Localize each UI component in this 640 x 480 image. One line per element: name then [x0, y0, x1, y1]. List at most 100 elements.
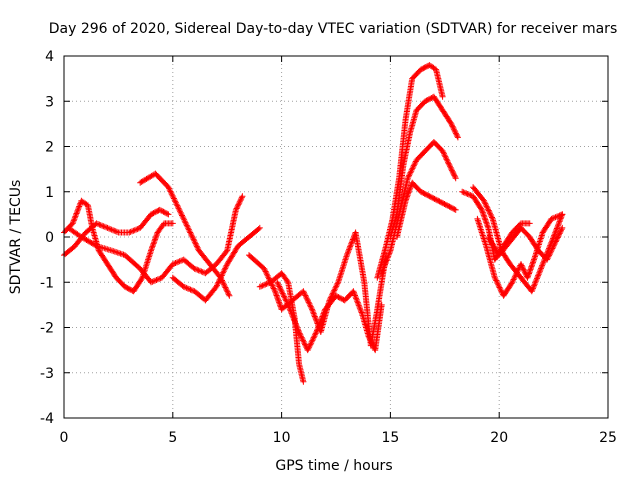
data-point	[408, 168, 415, 175]
data-point	[237, 197, 244, 204]
data-point	[439, 93, 446, 100]
data-point	[221, 281, 227, 288]
data-point	[184, 223, 191, 230]
data-point	[181, 218, 188, 225]
data-point	[448, 166, 455, 173]
data-point	[495, 283, 502, 290]
data-point	[550, 244, 557, 251]
series-track-12	[393, 179, 459, 240]
data-point	[307, 302, 314, 309]
data-point	[276, 283, 283, 290]
chart-title: Day 296 of 2020, Sidereal Day-to-day VTE…	[49, 21, 617, 37]
data-point	[262, 281, 269, 288]
data-point	[186, 228, 193, 235]
data-points	[61, 62, 566, 385]
data-point	[518, 261, 524, 268]
data-point	[193, 243, 200, 250]
data-point	[306, 344, 313, 351]
data-point	[353, 295, 360, 302]
data-point	[487, 211, 494, 218]
data-point	[302, 292, 309, 299]
data-point	[189, 233, 196, 240]
data-point	[298, 334, 305, 341]
data-point	[189, 235, 196, 241]
data-point	[412, 159, 419, 166]
data-point	[268, 281, 275, 288]
data-point	[301, 289, 307, 296]
data-point	[406, 172, 413, 179]
data-point	[175, 204, 181, 210]
data-point	[149, 278, 156, 285]
data-point	[277, 286, 284, 293]
data-point	[172, 199, 179, 206]
data-point	[451, 127, 458, 134]
data-point	[548, 248, 555, 255]
data-point	[260, 282, 267, 289]
data-point	[275, 282, 282, 289]
data-point	[179, 212, 185, 219]
data-point	[281, 294, 288, 301]
data-point	[330, 289, 337, 295]
data-point	[304, 296, 311, 303]
data-point	[520, 266, 527, 273]
data-point	[321, 309, 327, 316]
series-track-15	[474, 211, 566, 299]
data-point	[481, 197, 487, 204]
data-point	[219, 271, 226, 277]
data-point	[256, 283, 263, 290]
data-point	[226, 292, 233, 299]
data-point	[557, 229, 564, 235]
data-point	[530, 285, 536, 292]
data-point	[385, 253, 392, 260]
data-point	[225, 291, 232, 298]
data-point	[491, 274, 498, 281]
data-point	[366, 336, 373, 343]
data-point	[350, 288, 357, 295]
data-point	[554, 235, 561, 242]
x-tick-label: 20	[490, 430, 508, 446]
data-point	[289, 313, 296, 320]
y-tick-label: -2	[40, 321, 54, 337]
x-tick-label: 0	[60, 430, 69, 446]
data-point	[222, 265, 229, 272]
data-point	[108, 226, 115, 233]
data-point	[75, 206, 82, 213]
data-point	[174, 202, 181, 209]
data-point	[284, 300, 291, 307]
y-tick-label: 0	[45, 230, 54, 246]
data-point	[256, 224, 263, 231]
data-point	[192, 266, 199, 273]
data-point	[508, 280, 515, 287]
data-point	[306, 342, 313, 349]
data-point	[180, 215, 187, 222]
data-point	[515, 266, 522, 273]
data-point	[126, 229, 133, 236]
data-point	[313, 329, 320, 335]
data-point	[441, 150, 447, 157]
series-track-5	[169, 224, 263, 304]
data-point	[553, 226, 560, 233]
data-point	[293, 323, 300, 330]
data-point	[493, 278, 500, 285]
data-point	[176, 206, 183, 213]
data-point	[214, 280, 221, 287]
data-point	[406, 171, 413, 177]
data-point	[452, 206, 459, 213]
data-point	[544, 255, 551, 262]
y-tick-label: -3	[40, 366, 54, 382]
x-tick-label: 5	[168, 430, 177, 446]
data-point	[305, 298, 311, 304]
data-point	[218, 273, 225, 280]
data-point	[454, 134, 461, 141]
data-point	[411, 161, 418, 168]
data-point	[148, 279, 154, 286]
data-point	[186, 286, 193, 292]
data-point	[548, 215, 555, 222]
data-point	[263, 269, 270, 276]
data-point	[555, 213, 562, 220]
data-point	[224, 288, 231, 295]
data-point	[447, 163, 453, 170]
data-point	[216, 278, 222, 285]
data-point	[379, 268, 386, 275]
data-point	[532, 278, 539, 285]
